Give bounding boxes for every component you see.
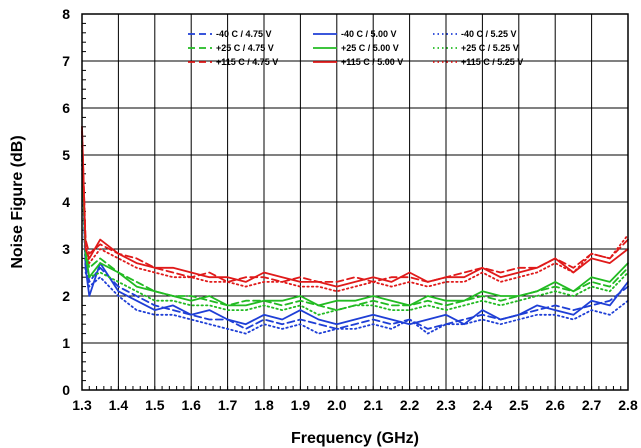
x-tick-label: 2.2 xyxy=(400,397,420,413)
y-axis-title: Noise Figure (dB) xyxy=(9,135,26,268)
x-tick-labels: 1.3 1.4 1.5 1.6 1.7 1.8 1.9 2.0 2.1 2.2 2.3 2.4 2.5 2… xyxy=(72,397,638,413)
x-tick-label: 2.8 xyxy=(618,397,638,413)
x-tick-label: 2.4 xyxy=(473,397,493,413)
series-line xyxy=(81,158,629,316)
legend: -40 C / 4.75 V -40 C / 5.00 V -40 C / 5.25… xyxy=(188,29,523,67)
series-line xyxy=(81,140,629,307)
legend-label: +115 C / 5.00 V xyxy=(341,57,403,67)
y-tick-label: 3 xyxy=(62,241,70,257)
y-tick-label: 6 xyxy=(62,100,70,116)
legend-label: +115 C / 5.25 V xyxy=(461,57,523,67)
y-tick-label: 4 xyxy=(62,194,70,210)
legend-label: +25 C / 4.75 V xyxy=(216,43,274,53)
x-tick-label: 1.8 xyxy=(254,397,274,413)
series-line xyxy=(81,125,629,288)
y-tick-label: 0 xyxy=(62,382,70,398)
x-tick-label: 1.7 xyxy=(218,397,238,413)
x-tick-label: 2.3 xyxy=(436,397,456,413)
x-tick-label: 2.0 xyxy=(327,397,347,413)
x-tick-label: 2.7 xyxy=(582,397,602,413)
series-line xyxy=(81,135,629,326)
y-tick-label: 5 xyxy=(62,147,70,163)
x-tick-label: 2.6 xyxy=(545,397,565,413)
x-axis-title: Frequency (GHz) xyxy=(291,430,419,447)
x-tick-label: 2.5 xyxy=(509,397,529,413)
y-tick-label: 1 xyxy=(62,335,70,351)
x-tick-label: 1.6 xyxy=(181,397,201,413)
legend-label: +25 C / 5.25 V xyxy=(461,43,519,53)
legend-label: -40 C / 4.75 V xyxy=(216,29,272,39)
x-tick-label: 1.5 xyxy=(145,397,165,413)
plot-frame xyxy=(81,13,629,391)
series-line xyxy=(81,163,629,335)
x-tick-label: 1.3 xyxy=(72,397,92,413)
series-line xyxy=(81,130,629,283)
x-tick-label: 1.4 xyxy=(109,397,129,413)
x-tick-label: 2.1 xyxy=(363,397,383,413)
legend-label: +115 C / 4.75 V xyxy=(216,57,278,67)
y-tick-label: 7 xyxy=(62,53,70,69)
series-line xyxy=(81,144,629,293)
legend-label: -40 C / 5.00 V xyxy=(341,29,397,39)
y-tick-label: 2 xyxy=(62,288,70,304)
legend-label: -40 C / 5.25 V xyxy=(461,29,517,39)
y-tick-labels: 0 1 2 3 4 5 6 7 8 xyxy=(62,6,70,398)
series-lines xyxy=(81,125,629,335)
x-tick-label: 1.9 xyxy=(291,397,311,413)
y-tick-label: 8 xyxy=(62,6,70,22)
legend-label: +25 C / 5.00 V xyxy=(341,43,399,53)
